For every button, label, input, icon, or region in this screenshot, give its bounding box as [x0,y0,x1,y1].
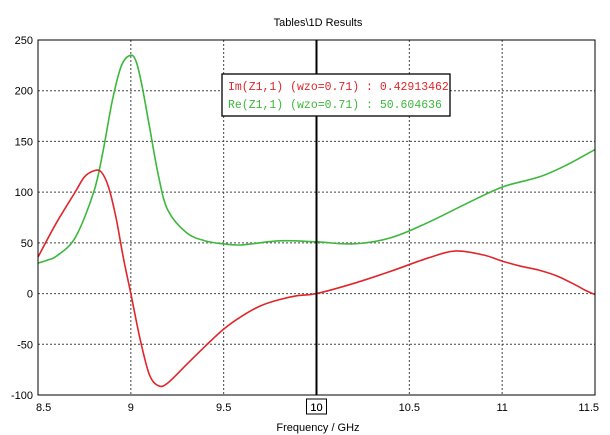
marker-label: 10 [310,402,322,414]
series-lines [37,54,596,388]
legend-readout-re: Re(Z1,1) (wzo=0.71) : 50.604636 [228,99,442,112]
x-tick-label: 10.5 [399,402,420,414]
x-tick-label: 11.5 [578,402,599,414]
series-line-re-z11 [37,54,596,264]
x-tick-label: 11 [496,402,507,414]
tick-labels: -100 -50 0 50 100 150 200 250 8.5 9 9.5 10 10.5 11 11.… [11,35,599,414]
x-tick-label: 8.5 [36,402,51,414]
y-tick-label: -50 [17,339,33,351]
legend-box [221,73,451,117]
y-tick-label: -100 [11,390,33,402]
chart-title: Tables\1D Results [274,17,363,29]
y-tick-label: 50 [21,238,33,250]
x-tick-label: 9.5 [216,402,231,414]
x-tick-label: 9 [128,402,134,414]
y-tick-label: 100 [15,187,33,199]
y-tick-label: 250 [15,35,33,47]
series-line-im-z11 [37,169,596,388]
legend-readout-im: Im(Z1,1) (wzo=0.71) : 0.42913462 [228,81,449,94]
y-tick-label: 150 [15,136,33,148]
y-tick-label: 200 [15,86,33,98]
legend: Im(Z1,1) (wzo=0.71) : 0.42913462 Re(Z1,1)… [221,73,451,117]
y-tick-label: 0 [27,289,33,301]
x-tick-label: 10 [310,402,322,414]
x-axis-label: Frequency / GHz [276,422,359,434]
marker-label-box[interactable] [306,398,327,415]
